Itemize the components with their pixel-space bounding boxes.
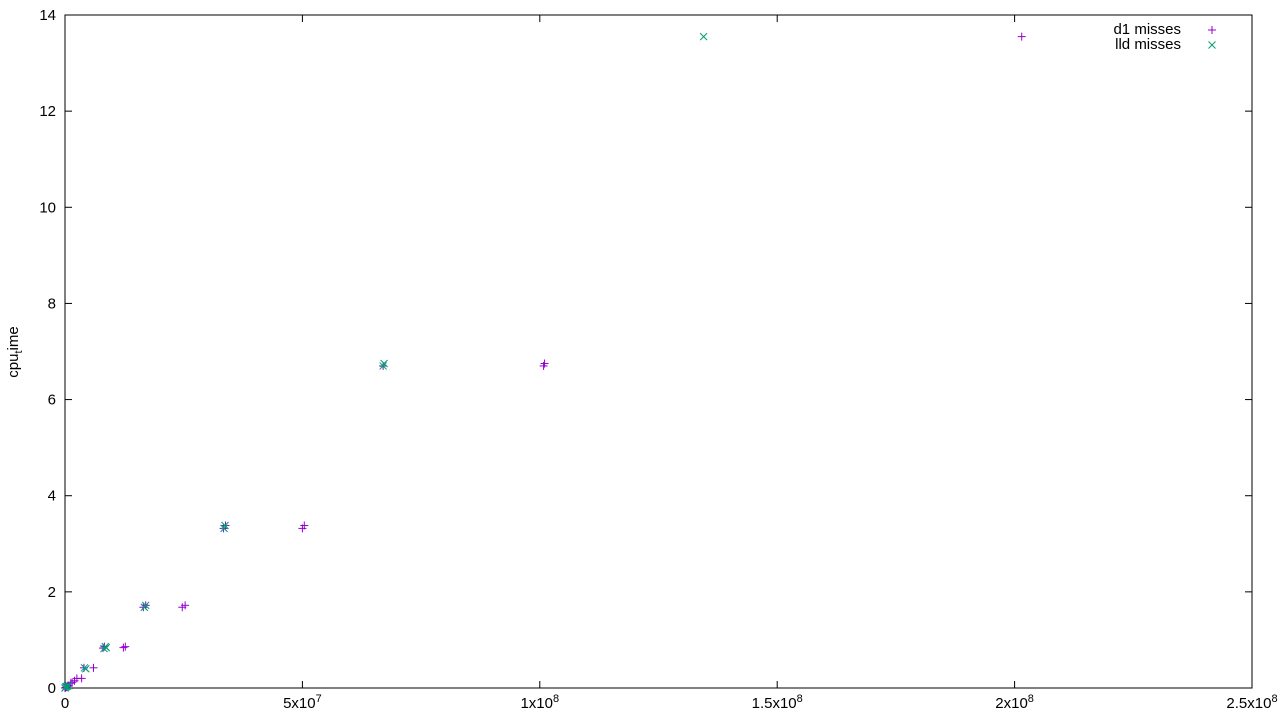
x-tick-exponent: 8 [1028,693,1034,705]
d1-miss-point [89,663,98,672]
y-tick-label: 14 [39,7,56,24]
legend-marker [1208,41,1216,49]
x-tick-label: 5x107 [283,693,322,712]
x-tick-label: 2.5x108 [1226,693,1277,712]
x-tick-exponent: 7 [316,693,322,705]
lld-miss-point [63,682,72,690]
legend-marker [1208,26,1216,34]
d1-miss-point [77,674,86,683]
x-tick-label: 2x108 [995,693,1034,712]
x-tick-exponent: 8 [1271,693,1277,705]
lld-miss-point [141,601,150,610]
lld-miss-point [221,521,229,530]
lld-miss-point [699,32,708,41]
x-tick-label: 1x108 [520,693,559,712]
lld-miss-point [220,524,228,533]
lld-miss-point [64,681,73,690]
y-axis: 0 2 4 6 8 10 12 14 [39,7,1252,697]
y-tick-label: 6 [48,392,56,409]
legend-label: lld misses [1115,36,1181,53]
d1-miss-point [121,642,130,651]
d1-miss-point [1017,32,1026,41]
d1-miss-point [181,601,190,610]
y-tick-label: 8 [48,295,56,312]
d1-miss-point [300,521,309,530]
plot-frame [64,14,1253,689]
y-tick-label: 2 [48,584,56,601]
data-points [61,32,1026,692]
x-axis: 0 5x107 1x108 1.5x108 2x108 2.5x108 [61,15,1278,712]
lld-miss-point [82,664,90,673]
lld-miss-point [379,362,387,370]
legend-label: d1 misses [1113,21,1181,38]
x-tick-label: 0 [61,695,69,712]
y-axis-label-subscript: t [13,350,25,353]
d1-miss-point [119,643,128,652]
y-tick-label: 0 [48,680,56,697]
y-axis-label: cputime [5,326,25,377]
y-tick-label: 10 [39,199,56,216]
d1-miss-point [540,359,549,368]
x-tick-exponent: 8 [797,693,803,705]
x-tick-exponent: 8 [553,693,559,705]
y-tick-label: 12 [39,103,56,120]
lld-miss-point [380,359,388,368]
lld-miss-point [102,643,111,652]
y-tick-label: 4 [48,488,56,505]
x-tick-label: 1.5x108 [752,693,803,712]
